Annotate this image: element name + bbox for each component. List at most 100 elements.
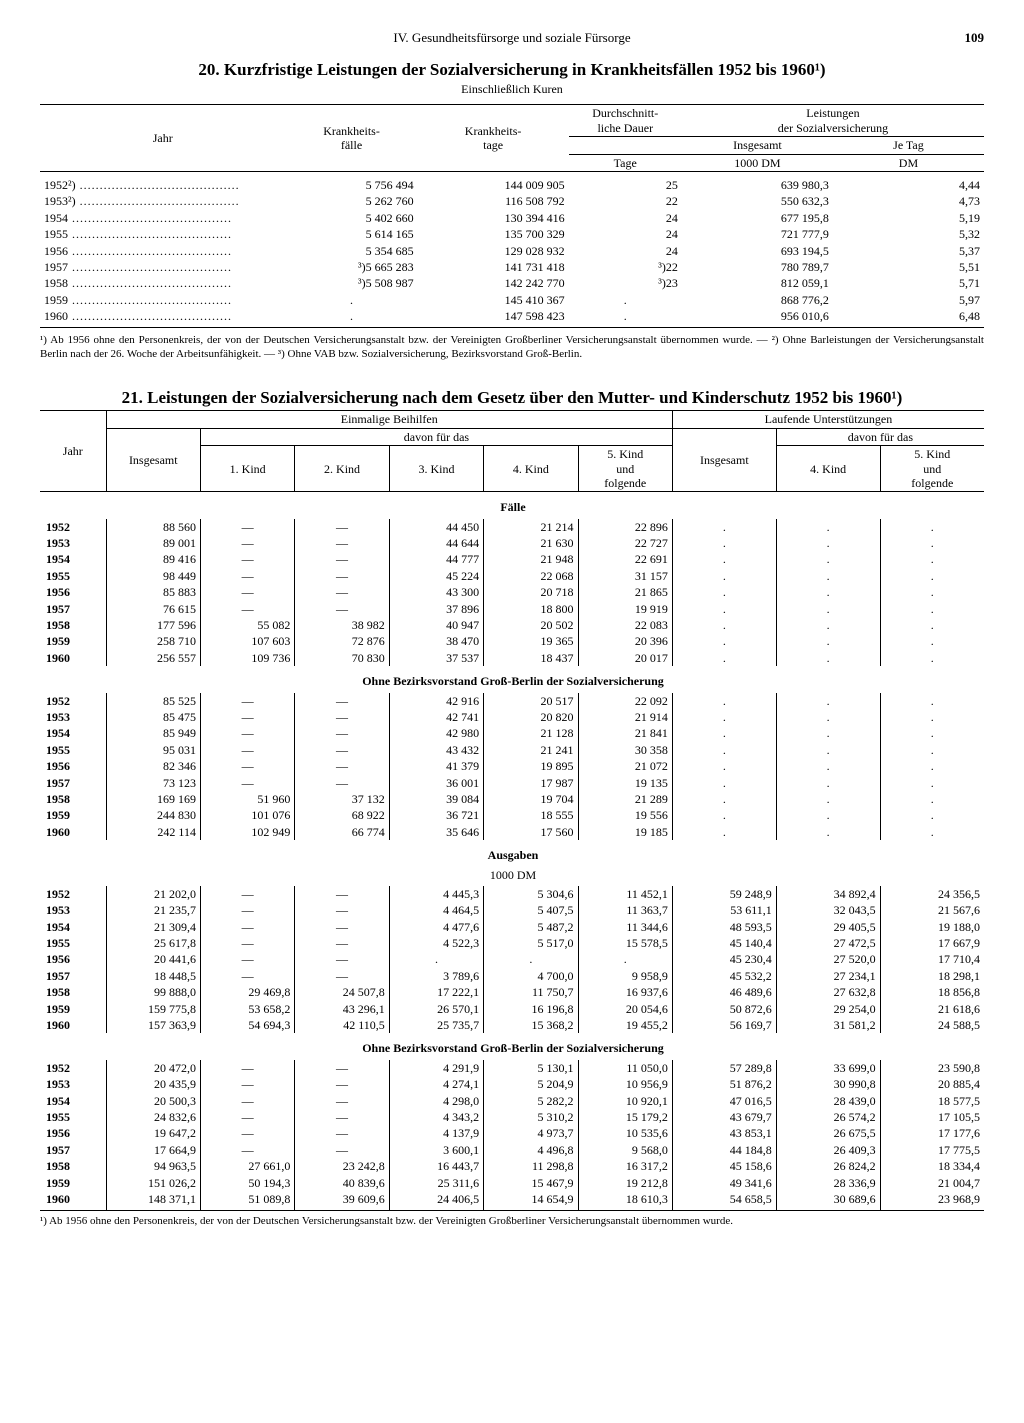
cell: 5 407,5 — [484, 902, 578, 918]
cell: 37 896 — [389, 601, 483, 617]
cell: 693 194,5 — [682, 243, 833, 259]
cell: 102 949 — [200, 824, 294, 840]
cell: 1955 — [40, 1109, 106, 1125]
table-row: 195595 031——43 43221 24130 358... — [40, 742, 984, 758]
cell: 1956 — [40, 1125, 106, 1141]
cell: . — [672, 775, 776, 791]
cell: 1959 — [40, 633, 106, 649]
table-row: 195524 832,6——4 343,25 310,215 179,243 6… — [40, 1109, 984, 1125]
cell: . — [672, 725, 776, 741]
cell: 677 195,8 — [682, 210, 833, 226]
cell: 57 289,8 — [672, 1060, 776, 1076]
cell: 4 700,0 — [484, 968, 578, 984]
cell: 5 354 685 — [285, 243, 417, 259]
table-row: 195221 202,0——4 445,35 304,611 452,159 2… — [40, 886, 984, 902]
cell: 32 043,5 — [776, 902, 880, 918]
table-row: 19565 354 685129 028 93224693 194,55,37 — [40, 243, 984, 259]
cell: 144 009 905 — [418, 171, 569, 193]
cell: 1959 — [40, 292, 285, 308]
cell: 54 658,5 — [672, 1191, 776, 1211]
cell: . — [776, 617, 880, 633]
cell: . — [776, 535, 880, 551]
cell: 1952 — [40, 519, 106, 535]
group-davon-e: davon für das — [200, 428, 672, 445]
cell: 22 092 — [578, 693, 672, 709]
cell: 1954 — [40, 551, 106, 567]
cell: 15 578,5 — [578, 935, 672, 951]
cell: . — [672, 709, 776, 725]
cell: . — [880, 824, 984, 840]
cell: 11 363,7 — [578, 902, 672, 918]
cell: 45 140,4 — [672, 935, 776, 951]
table-row: 195773 123——36 00117 98719 135... — [40, 775, 984, 791]
cell: — — [200, 1060, 294, 1076]
cell: 45 230,4 — [672, 951, 776, 967]
cell: 37 132 — [295, 791, 389, 807]
cell: 17 775,5 — [880, 1142, 984, 1158]
section-header: Ohne Bezirksvorstand Groß-Berlin der Soz… — [40, 666, 984, 692]
cell: 20 500,3 — [106, 1093, 200, 1109]
cell: 1958 — [40, 791, 106, 807]
cell: 42 110,5 — [295, 1017, 389, 1033]
cell: 1956 — [40, 584, 106, 600]
cell: 38 470 — [389, 633, 483, 649]
cell: 4 522,3 — [389, 935, 483, 951]
cell: 6,48 — [833, 308, 984, 328]
cell: 30 990,8 — [776, 1076, 880, 1092]
cell: 19 895 — [484, 758, 578, 774]
table20-footnote: ¹) Ab 1956 ohne den Personenkreis, der v… — [40, 334, 984, 362]
cell: 550 632,3 — [682, 193, 833, 209]
cell: 23 242,8 — [295, 1158, 389, 1174]
cell: — — [295, 1076, 389, 1092]
col-insgesamt-l: Insgesamt — [672, 428, 776, 492]
cell: — — [295, 693, 389, 709]
cell: 20 054,6 — [578, 1001, 672, 1017]
cell: 101 076 — [200, 807, 294, 823]
cell: 27 234,1 — [776, 968, 880, 984]
table-row: 195776 615——37 89618 80019 919... — [40, 601, 984, 617]
cell: 1957 — [40, 259, 285, 275]
cell: . — [776, 709, 880, 725]
cell: 21 630 — [484, 535, 578, 551]
cell: 5 262 760 — [285, 193, 417, 209]
cell: — — [295, 709, 389, 725]
col-insgesamt: Insgesamt — [682, 137, 833, 154]
cell: 10 956,9 — [578, 1076, 672, 1092]
cell: 16 443,7 — [389, 1158, 483, 1174]
cell: 21 241 — [484, 742, 578, 758]
table-row: 1957³)5 665 283141 731 418³)22780 789,75… — [40, 259, 984, 275]
cell: . — [672, 824, 776, 840]
cell: 639 980,3 — [682, 171, 833, 193]
cell: — — [295, 1125, 389, 1141]
cell: . — [672, 617, 776, 633]
cell: 41 379 — [389, 758, 483, 774]
cell: — — [295, 886, 389, 902]
cell: — — [200, 551, 294, 567]
cell: 33 699,0 — [776, 1060, 880, 1076]
cell: . — [880, 601, 984, 617]
cell: 5 402 660 — [285, 210, 417, 226]
group-davon-l: davon für das — [776, 428, 984, 445]
cell: . — [880, 535, 984, 551]
cell: 34 892,4 — [776, 886, 880, 902]
cell: . — [672, 519, 776, 535]
cell: 31 157 — [578, 568, 672, 584]
col-k5: 5. Kind und folgende — [578, 446, 672, 492]
cell: 40 947 — [389, 617, 483, 633]
table-row: 1960148 371,151 089,839 609,624 406,514 … — [40, 1191, 984, 1211]
cell: 36 001 — [389, 775, 483, 791]
cell: 21 214 — [484, 519, 578, 535]
cell: 20 502 — [484, 617, 578, 633]
cell: 17 667,9 — [880, 935, 984, 951]
cell: 18 334,4 — [880, 1158, 984, 1174]
cell: . — [880, 693, 984, 709]
cell: 21 309,4 — [106, 919, 200, 935]
cell: — — [200, 535, 294, 551]
table21-footnote: ¹) Ab 1956 ohne den Personenkreis, der v… — [40, 1215, 984, 1229]
cell: 66 774 — [295, 824, 389, 840]
cell: . — [285, 308, 417, 328]
cell: 1953²) — [40, 193, 285, 209]
cell: 28 439,0 — [776, 1093, 880, 1109]
cell: 43 679,7 — [672, 1109, 776, 1125]
section-label: Ausgaben — [40, 840, 984, 866]
